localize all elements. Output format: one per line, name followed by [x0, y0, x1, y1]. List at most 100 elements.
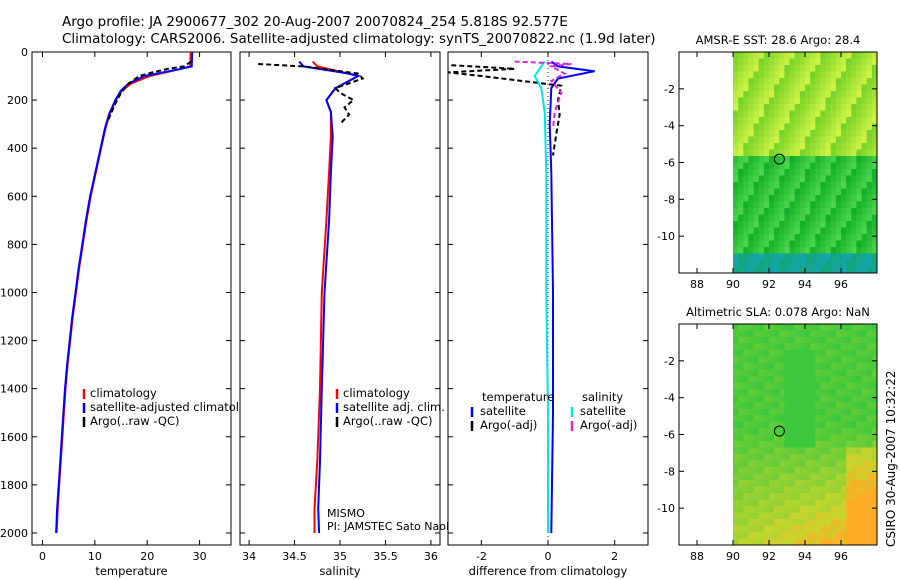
depth-tick-label: 1600 — [0, 431, 28, 444]
sla_map-cell — [846, 337, 852, 344]
sst_map-cell — [769, 136, 775, 144]
sla_map-cell — [815, 337, 821, 344]
sst_map-cell — [830, 253, 837, 261]
sla_map-cell — [774, 506, 780, 513]
sla_map-cell — [738, 343, 744, 351]
sst_map-cell — [805, 123, 811, 131]
sla_map-cell — [753, 441, 760, 448]
sla_map-cell — [733, 532, 739, 539]
sla_map-cell — [861, 506, 868, 513]
sst_map-cell — [738, 240, 744, 248]
sla_map-cell — [871, 415, 878, 422]
sla_map-cell — [794, 324, 801, 331]
sla_map-cell — [805, 343, 811, 351]
sst_map-cell — [830, 195, 837, 202]
sla_map-cell — [774, 369, 780, 377]
sla_map-cell — [830, 402, 837, 409]
sla_map-cell — [846, 395, 852, 403]
sst_map-cell — [789, 201, 796, 209]
sla_map-cell — [743, 350, 749, 357]
sst_map-cell — [748, 110, 754, 118]
sla_map-cell — [871, 369, 878, 377]
sst_map-cell — [810, 253, 816, 261]
sst_map-cell — [856, 208, 862, 215]
sst_map-cell — [830, 78, 837, 85]
sst_map-cell — [815, 240, 821, 248]
sla_map-cell — [866, 519, 873, 526]
difference-legend-title: salinity — [582, 390, 623, 404]
sla_map-cell — [866, 369, 873, 377]
sla_map-cell — [810, 421, 816, 429]
sla_map-cell — [763, 324, 770, 331]
sla_map-cell — [820, 454, 826, 461]
sla_map-cell — [846, 363, 852, 370]
sla_map-cell — [866, 441, 873, 448]
sla_map-cell — [805, 532, 811, 539]
sla_map-cell — [769, 499, 775, 507]
sla_map-cell — [738, 447, 744, 455]
temperature-x-axis-label: temperature — [95, 564, 167, 578]
sst_map-cell — [769, 234, 775, 241]
sst_map-y-tick-label: -6 — [664, 157, 675, 170]
sla_map-cell — [830, 324, 837, 331]
sst_map-cell — [769, 104, 775, 111]
sla_map-cell — [810, 376, 816, 383]
sst_map-cell — [763, 182, 770, 189]
sla_map-cell — [835, 389, 842, 396]
sst_map-cell — [738, 201, 744, 209]
sla_map-cell — [805, 467, 811, 474]
sla_map-cell — [779, 486, 785, 494]
sst_map-cell — [820, 97, 826, 105]
sla_map-cell — [763, 421, 770, 429]
sst_map-cell — [753, 143, 760, 150]
sst_map-cell — [779, 162, 785, 170]
sla_map-cell — [743, 421, 749, 429]
sst_map-cell — [779, 52, 785, 59]
sla_map-cell — [743, 402, 749, 409]
sla_map-cell — [748, 467, 754, 474]
sla_map-cell — [763, 525, 770, 533]
sla_map-cell — [805, 330, 811, 338]
sst_map-cell — [763, 156, 770, 163]
sla_map-cell — [856, 395, 862, 403]
sst_map-cell — [733, 84, 739, 92]
sla_map-cell — [805, 356, 811, 364]
sla_map-cell — [733, 402, 739, 409]
sla_map-cell — [815, 486, 821, 494]
sst_map-cell — [856, 97, 862, 105]
sla_map-cell — [789, 395, 796, 403]
sst_map-cell — [763, 149, 770, 157]
sst_map-cell — [866, 123, 873, 131]
sst_map-cell — [805, 71, 811, 79]
salinity-plot-frame — [239, 51, 441, 546]
sst_map-cell — [799, 175, 806, 183]
sla_map-cell — [835, 428, 842, 435]
sst_map-cell — [774, 71, 780, 79]
sst_map-cell — [748, 97, 754, 105]
sla_map-cell — [825, 356, 832, 364]
sla_map-cell — [825, 415, 832, 422]
sla_map-cell — [815, 428, 821, 435]
sla_map-cell — [789, 402, 796, 409]
sst_map-cell — [753, 58, 760, 66]
sst_map-cell — [846, 156, 852, 163]
sla_map-cell — [830, 512, 837, 520]
sst_map-cell — [825, 234, 832, 241]
sla_map-cell — [810, 460, 816, 468]
sst_map-cell — [820, 247, 826, 254]
salinity-panel: 34 34.5 35 35.5 36salinityclimatologysatelli… — [239, 51, 455, 578]
sst_map-cell — [784, 149, 790, 157]
sla_map-cell — [835, 376, 842, 383]
sst_map-cell — [779, 234, 785, 241]
sla_map-cell — [774, 421, 780, 429]
sst_map-cell — [825, 260, 832, 267]
sla_map-cell — [851, 506, 857, 513]
sst_map-cell — [871, 188, 878, 196]
sla_map-cell — [784, 428, 790, 435]
sla_map-cell — [789, 473, 796, 481]
sst_map-cell — [784, 182, 790, 189]
sst_map-cell — [799, 97, 806, 105]
sla_map-cell — [743, 395, 749, 403]
sst_map-cell — [763, 266, 770, 274]
